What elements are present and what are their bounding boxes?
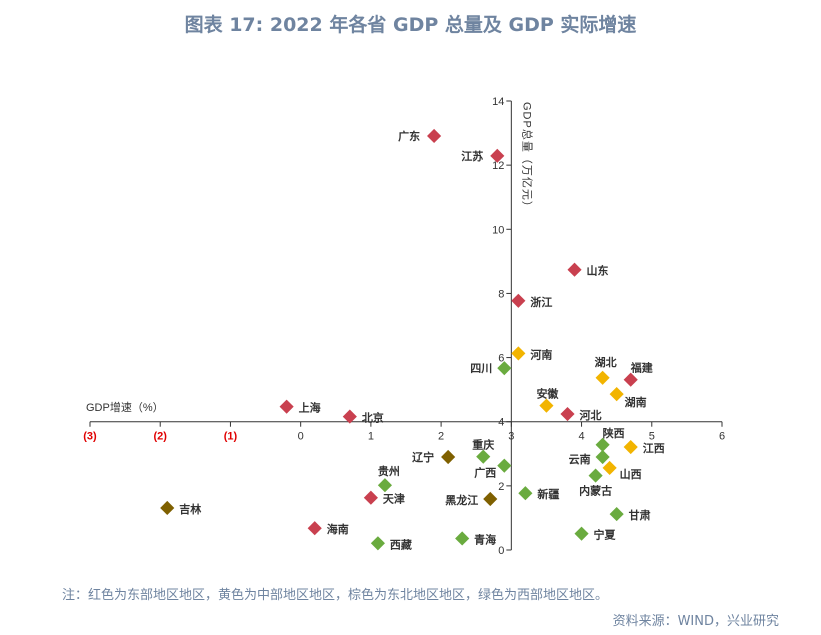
data-label: 吉林 bbox=[179, 502, 201, 516]
y-tick-label: 2 bbox=[498, 481, 504, 493]
data-point bbox=[160, 500, 175, 516]
data-label: 河北 bbox=[580, 408, 602, 422]
x-tick-label: 6 bbox=[719, 431, 725, 443]
data-point bbox=[518, 486, 533, 501]
data-label: 广西 bbox=[474, 466, 496, 480]
x-tick-label: 1 bbox=[368, 431, 374, 443]
data-point bbox=[455, 531, 470, 546]
y-tick-label: 14 bbox=[492, 96, 504, 108]
y-axis-label: GDP总量（万亿元） bbox=[520, 102, 534, 213]
chart-note: 注：红色为东部地区地区，黄色为中部地区地区，棕色为东北地区地区，绿色为西部地区地… bbox=[62, 588, 609, 603]
data-point bbox=[427, 128, 442, 144]
data-point bbox=[595, 370, 610, 385]
data-point bbox=[623, 439, 638, 455]
data-point bbox=[511, 346, 526, 361]
data-point bbox=[476, 449, 491, 464]
data-point bbox=[511, 293, 526, 308]
data-label: 天津 bbox=[383, 492, 405, 506]
x-tick-label: 2 bbox=[438, 431, 444, 443]
data-point bbox=[574, 526, 589, 541]
data-label: 北京 bbox=[362, 411, 384, 425]
x-tick-label: 0 bbox=[298, 431, 304, 443]
data-point bbox=[307, 521, 322, 536]
data-point bbox=[588, 468, 603, 483]
data-label: 重庆 bbox=[472, 438, 494, 452]
y-tick-label: 6 bbox=[498, 353, 504, 365]
data-label: 黑龙江 bbox=[445, 493, 478, 507]
data-label: 江西 bbox=[643, 441, 665, 455]
x-tick-label: (3) bbox=[83, 431, 97, 443]
data-point bbox=[539, 398, 554, 413]
x-tick-label: (2) bbox=[153, 431, 167, 443]
data-label: 贵州 bbox=[378, 464, 400, 478]
y-tick-label: 4 bbox=[498, 417, 504, 429]
x-tick-label: 4 bbox=[578, 431, 584, 443]
data-point bbox=[595, 449, 610, 465]
data-point bbox=[602, 460, 617, 475]
data-label: 西藏 bbox=[390, 537, 412, 551]
data-point bbox=[560, 406, 575, 422]
data-label: 江苏 bbox=[461, 149, 483, 163]
data-point bbox=[609, 387, 624, 402]
data-point bbox=[595, 437, 610, 452]
data-label: 湖南 bbox=[625, 395, 647, 409]
data-point bbox=[441, 449, 456, 465]
data-point bbox=[279, 399, 294, 414]
data-label: 山东 bbox=[587, 264, 609, 278]
y-tick-label: 10 bbox=[492, 224, 504, 236]
data-point bbox=[377, 478, 393, 493]
data-label: 河南 bbox=[530, 347, 552, 361]
x-tick-label: (1) bbox=[224, 431, 238, 443]
data-label: 甘肃 bbox=[629, 508, 651, 522]
data-point bbox=[497, 361, 512, 376]
data-label: 安徽 bbox=[536, 387, 559, 401]
data-point bbox=[567, 262, 582, 277]
data-label: 海南 bbox=[327, 522, 349, 536]
y-tick-label: 8 bbox=[498, 288, 504, 300]
data-label: 福建 bbox=[630, 361, 654, 375]
data-label: 云南 bbox=[569, 452, 591, 466]
data-label: 湖北 bbox=[595, 355, 617, 369]
y-tick-label: 0 bbox=[498, 545, 504, 557]
data-label: 新疆 bbox=[537, 487, 559, 501]
y-tick-label: 12 bbox=[492, 160, 504, 172]
data-point bbox=[370, 536, 385, 551]
data-label: 广东 bbox=[398, 129, 420, 143]
data-label: 青海 bbox=[474, 532, 496, 546]
data-label: 陕西 bbox=[603, 426, 625, 440]
data-point bbox=[490, 148, 505, 163]
x-tick-label: 5 bbox=[649, 431, 655, 443]
data-label: 上海 bbox=[299, 401, 321, 415]
data-point bbox=[609, 507, 624, 522]
data-point bbox=[483, 491, 498, 507]
data-point bbox=[497, 458, 512, 473]
data-label: 浙江 bbox=[530, 295, 552, 309]
data-label: 四川 bbox=[470, 362, 492, 375]
data-point bbox=[342, 409, 357, 424]
data-point bbox=[623, 372, 638, 387]
data-point bbox=[363, 490, 378, 505]
x-tick-label: 3 bbox=[508, 431, 514, 443]
data-label: 山西 bbox=[620, 467, 642, 481]
data-label: 内蒙古 bbox=[579, 484, 612, 498]
chart-title: 图表 17: 2022 年各省 GDP 总量及 GDP 实际增速 bbox=[184, 14, 637, 36]
chart-source: 资料来源：WIND，兴业研究 bbox=[612, 614, 779, 629]
x-axis-label: GDP增速（%） bbox=[86, 400, 164, 414]
data-label: 宁夏 bbox=[594, 528, 617, 542]
data-label: 辽宁 bbox=[412, 450, 434, 464]
